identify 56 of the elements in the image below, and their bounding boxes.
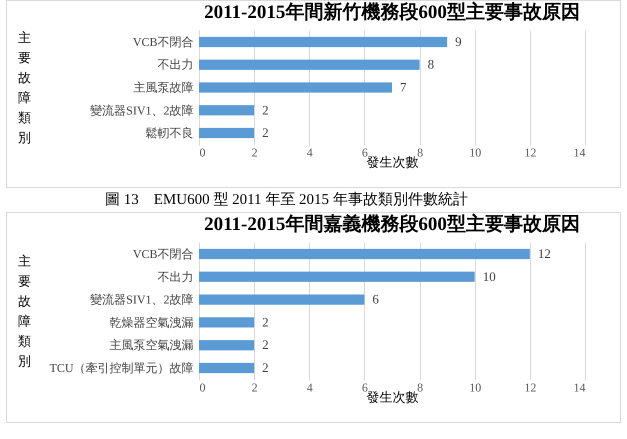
data-label: 8: [428, 56, 434, 72]
bar: [199, 340, 254, 350]
x-tick-label: 0: [200, 146, 206, 160]
data-label: 9: [455, 34, 462, 49]
x-tick-label: 12: [524, 380, 536, 394]
data-label: 2: [262, 102, 269, 118]
x-axis-title: 發生次數: [366, 390, 418, 404]
bar: [199, 105, 254, 116]
x-tick-label: 10: [469, 380, 482, 394]
data-label: 6: [372, 292, 380, 307]
y-tick-label: 主風泵空氣洩漏: [110, 338, 194, 352]
x-axis-title: 發生次數: [366, 154, 418, 170]
data-label: 2: [262, 125, 269, 140]
x-tick-label: 10: [469, 146, 482, 160]
bar: [199, 317, 254, 328]
x-tick-label: 14: [574, 380, 586, 394]
x-tick-label: 8: [417, 146, 424, 160]
x-tick-label: 2: [252, 380, 258, 394]
y-axis-title: 主要故障類別: [18, 254, 31, 368]
data-label: 2: [262, 314, 269, 330]
chart-title: 2011-2015年間嘉義機務段600型主要事故原因: [204, 213, 580, 235]
y-tick-label: 不出力: [158, 270, 194, 284]
y-tick-label: 變流器SIV1、2故障: [90, 292, 194, 307]
x-tick-label: 8: [417, 380, 424, 394]
bar: [199, 294, 364, 305]
bar: [199, 82, 392, 93]
y-tick-label: VCB不閉合: [132, 34, 194, 49]
y-tick-label: 不出力: [158, 58, 194, 72]
chart-title: 2011-2015年間新竹機務段600型主要事故原因: [204, 1, 580, 23]
x-tick-label: 2: [252, 146, 258, 160]
bar: [199, 128, 254, 138]
y-axis-title: 主要故障類別: [18, 30, 31, 145]
data-label: 12: [538, 246, 551, 261]
y-tick-label: 乾燥器空氣洩漏: [110, 315, 194, 330]
bar: [199, 362, 254, 374]
bar: [199, 60, 420, 70]
y-tick-label: 主風泵故障: [134, 80, 194, 94]
caption: 圖 13 EMU600 型 2011 年至 2015 年事故類別件數統計: [104, 190, 469, 210]
data-label: 2: [262, 337, 269, 352]
x-tick-label: 14: [574, 146, 586, 160]
x-tick-label: 4: [306, 380, 313, 394]
data-label: 10: [482, 268, 496, 284]
x-tick-label: 6: [362, 146, 368, 160]
y-tick-label: VCB不閉合: [132, 246, 194, 261]
x-tick-label: 12: [524, 146, 536, 160]
x-tick-label: 6: [362, 380, 368, 394]
bar: [199, 36, 448, 48]
bar: [199, 272, 475, 282]
x-tick-label: 4: [306, 146, 313, 160]
data-label: 7: [400, 80, 407, 94]
y-tick-label: 鬆軔不良: [146, 126, 194, 140]
data-label: 2: [262, 360, 269, 376]
y-tick-label: 變流器SIV1、2故障: [90, 103, 194, 118]
y-tick-label: TCU（牽引控制單元）故障: [50, 361, 194, 376]
bar: [199, 248, 530, 260]
x-tick-label: 0: [200, 380, 206, 394]
